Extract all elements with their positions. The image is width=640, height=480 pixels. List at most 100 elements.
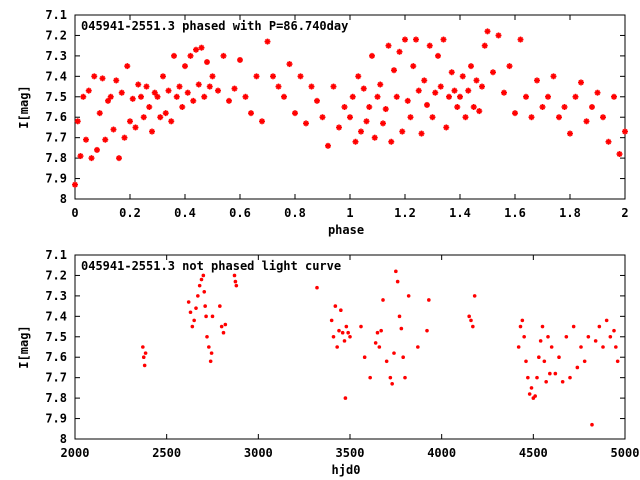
data-point — [355, 73, 362, 80]
data-point — [612, 328, 616, 333]
data-point — [154, 93, 161, 100]
data-point — [342, 339, 347, 343]
unphased-axis-ticks: 2000 2500 3000 3500 4000 4500 5000 7.1 7.2 7.3 7.4… — [45, 248, 639, 460]
unphased-ytick-label: 7.9 — [45, 412, 67, 426]
data-point — [594, 89, 601, 96]
data-point — [253, 73, 260, 80]
data-point — [393, 93, 400, 100]
data-point — [526, 375, 530, 380]
data-point — [352, 138, 359, 145]
data-point — [590, 422, 594, 427]
unphased-data-points — [141, 269, 620, 427]
data-point — [190, 97, 197, 104]
data-point — [83, 136, 89, 143]
data-point — [124, 63, 131, 70]
data-point — [195, 81, 202, 88]
data-point — [622, 128, 628, 135]
data-point — [388, 375, 393, 380]
data-point — [385, 42, 392, 49]
phased-xtick-label: 1.4 — [449, 206, 471, 220]
data-point — [553, 371, 558, 376]
unphased-xlabel: hjd0 — [332, 463, 361, 477]
data-point — [340, 330, 345, 335]
data-point — [401, 355, 405, 360]
phased-ytick-label: 7.9 — [45, 172, 67, 186]
data-point — [371, 134, 378, 141]
data-point — [421, 77, 428, 84]
data-point — [506, 63, 513, 70]
data-point — [202, 290, 207, 294]
data-point — [454, 104, 461, 110]
phased-ytick-label: 7.5 — [45, 90, 67, 104]
data-point — [275, 83, 282, 90]
data-point — [141, 355, 146, 360]
phased-ytick-label: 8 — [60, 192, 67, 206]
data-point — [451, 87, 458, 94]
data-point — [534, 77, 540, 84]
unphased-ytick-label: 7.5 — [45, 330, 67, 344]
data-point — [377, 345, 382, 349]
data-point — [96, 110, 103, 117]
data-point — [529, 386, 534, 390]
data-point — [360, 85, 367, 92]
unphased-xtick-label: 3000 — [244, 446, 273, 460]
data-point — [571, 324, 576, 329]
unphased-ylabel: I[mag] — [17, 325, 31, 368]
data-point — [614, 345, 618, 349]
data-point — [203, 304, 207, 308]
data-point — [561, 104, 568, 110]
data-point — [459, 73, 466, 80]
data-point — [319, 114, 326, 121]
data-point — [394, 269, 398, 274]
data-point — [173, 93, 180, 100]
data-point — [184, 89, 191, 96]
data-point — [141, 345, 145, 349]
data-point — [392, 351, 396, 355]
data-point — [99, 75, 106, 82]
data-point — [333, 304, 338, 308]
data-point — [410, 63, 417, 70]
data-point — [270, 73, 276, 80]
data-point — [142, 363, 147, 368]
phased-xtick-label: 0.2 — [119, 206, 141, 220]
data-point — [484, 28, 491, 35]
data-point — [363, 118, 370, 125]
data-point — [472, 294, 477, 298]
data-point — [208, 359, 213, 364]
data-point — [234, 283, 239, 288]
data-point — [426, 42, 433, 49]
data-point — [314, 97, 320, 104]
data-point — [446, 93, 452, 100]
phased-xtick-label: 0.8 — [284, 206, 306, 220]
data-point — [220, 52, 227, 59]
data-point — [160, 73, 166, 80]
data-point — [557, 355, 561, 360]
unphased-ytick-label: 7.4 — [45, 309, 67, 323]
data-point — [481, 42, 488, 49]
data-point — [336, 124, 342, 131]
data-point — [91, 73, 98, 80]
data-point — [190, 324, 195, 329]
data-point — [348, 334, 352, 339]
data-point — [528, 114, 535, 121]
data-point — [399, 326, 404, 331]
data-point — [403, 375, 407, 380]
data-point — [325, 142, 331, 149]
data-point — [608, 334, 613, 339]
data-point — [407, 114, 414, 121]
data-point — [221, 330, 226, 335]
data-point — [544, 379, 548, 384]
data-point — [568, 375, 572, 380]
data-point — [198, 44, 205, 51]
data-point — [443, 124, 450, 131]
phased-xtick-label: 1.6 — [504, 206, 526, 220]
data-point — [567, 130, 573, 137]
data-point — [437, 83, 444, 90]
data-point — [388, 138, 395, 145]
data-point — [118, 89, 125, 96]
data-point — [248, 110, 254, 117]
data-point — [77, 153, 84, 160]
data-point — [168, 118, 175, 125]
data-point — [586, 334, 591, 339]
unphased-title: 045941-2551.3 not phased light curve — [81, 259, 341, 273]
